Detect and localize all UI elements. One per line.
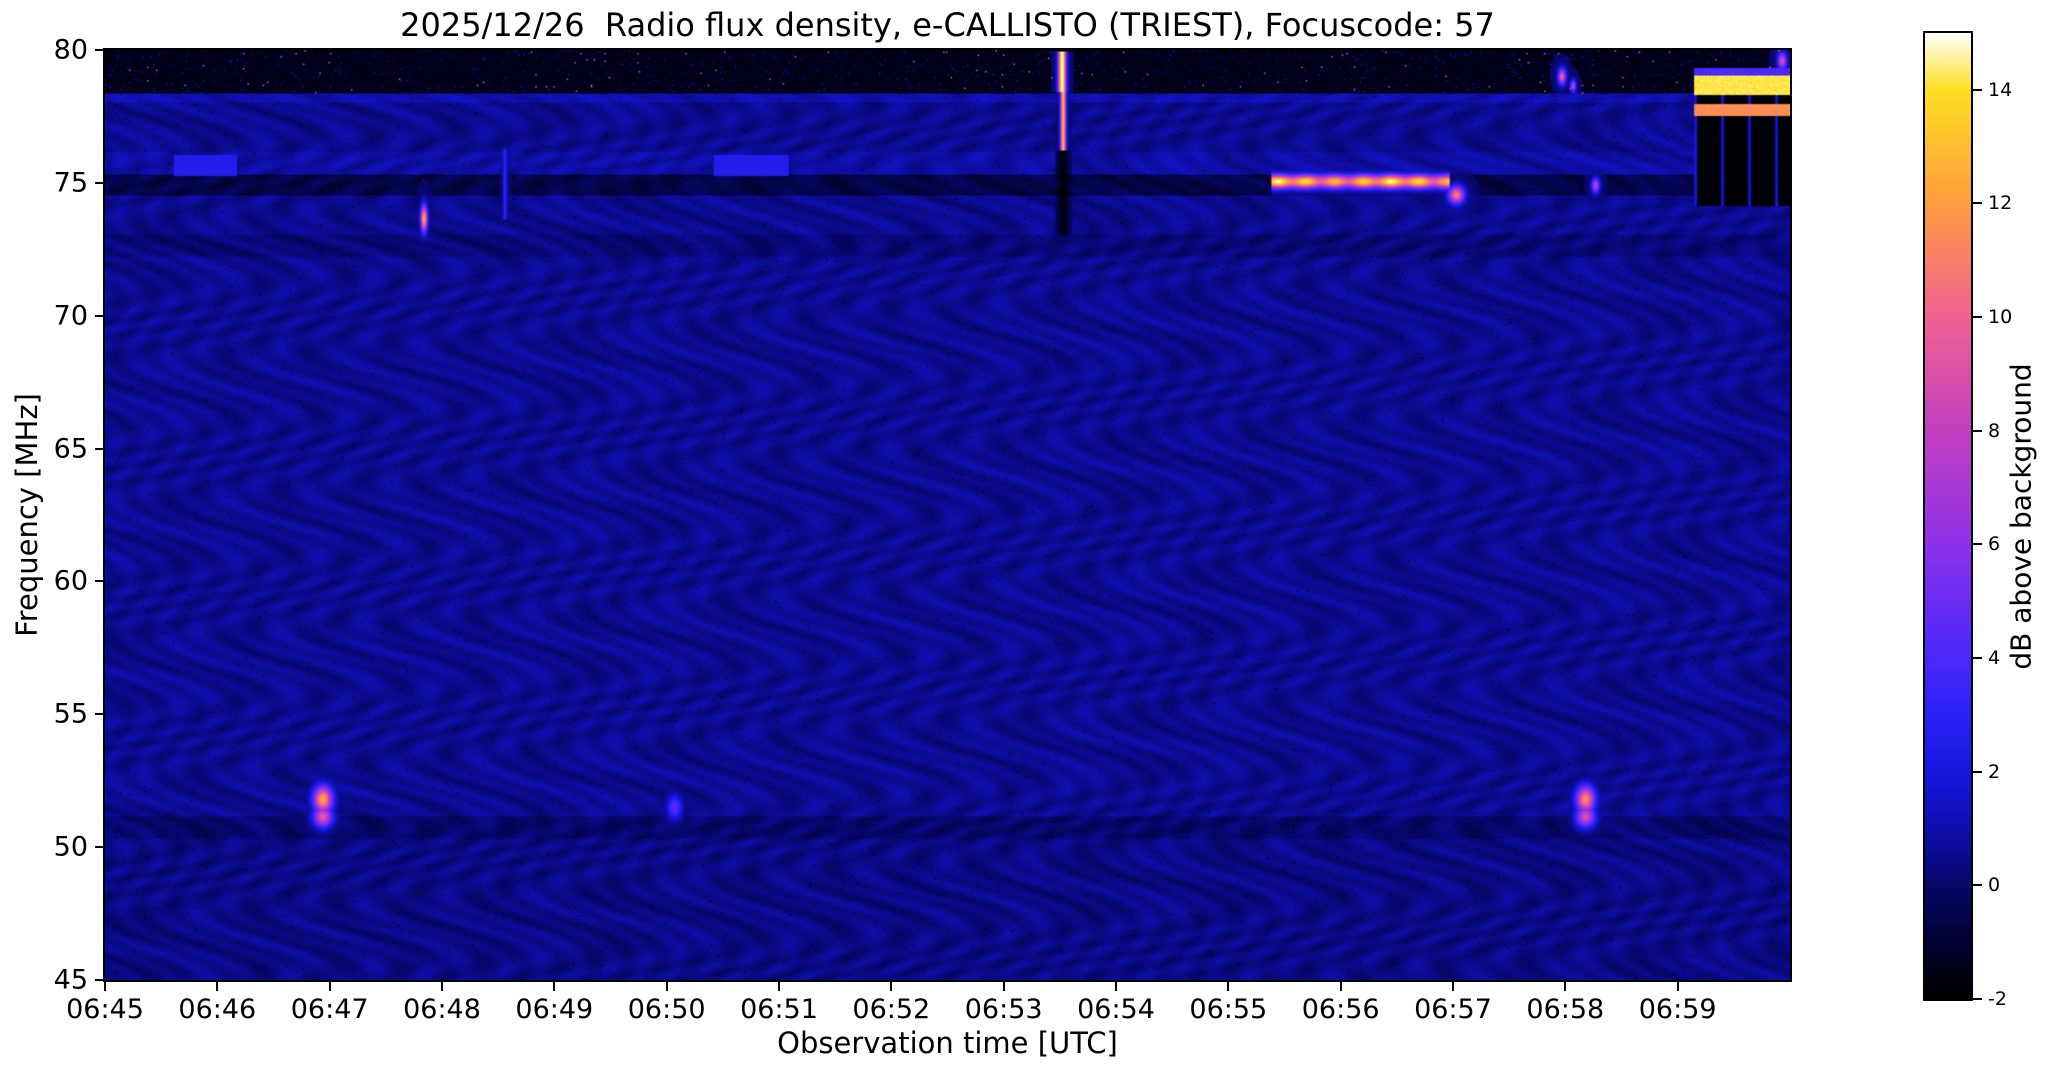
x-tick-mark (1339, 982, 1342, 991)
x-axis-label: Observation time [UTC] (777, 1026, 1118, 1060)
x-tick-label: 06:58 (1526, 994, 1605, 1025)
x-tick-mark (778, 982, 780, 991)
y-tick-mark (95, 713, 104, 716)
y-tick-mark (95, 314, 104, 317)
colorbar-tick-mark (1973, 998, 1982, 1000)
x-tick-label: 06:56 (1301, 994, 1380, 1025)
x-tick-label: 06:54 (1077, 994, 1155, 1025)
x-tick-mark (890, 982, 893, 991)
colorbar-tick-label: -2 (1988, 988, 2007, 1010)
y-tick-mark (95, 846, 104, 849)
x-tick-mark (1564, 982, 1567, 991)
colorbar-tick-label: 4 (1988, 647, 2001, 670)
x-tick-mark (441, 982, 443, 991)
y-tick-label: 60 (53, 565, 88, 597)
colorbar-tick-mark (1973, 884, 1982, 887)
x-tick-label: 06:47 (290, 994, 369, 1025)
colorbar-tick-mark (1973, 543, 1982, 546)
x-tick-label: 06:50 (627, 994, 706, 1025)
y-tick-label: 55 (53, 698, 88, 730)
x-tick-mark (1452, 982, 1454, 991)
x-tick-mark (1676, 982, 1679, 991)
colorbar-tick-mark (1973, 202, 1982, 205)
x-tick-mark (1115, 982, 1117, 991)
colorbar-tick-label: 0 (1988, 874, 2001, 897)
y-tick-label: 80 (53, 34, 88, 66)
x-tick-label: 06:49 (515, 994, 594, 1025)
y-tick-mark (95, 181, 104, 184)
x-tick-mark (328, 982, 331, 991)
x-tick-label: 06:55 (1189, 994, 1268, 1025)
y-tick-label: 65 (53, 433, 88, 465)
x-tick-label: 06:46 (178, 994, 257, 1025)
colorbar-label: dB above background (2004, 363, 2038, 670)
spectrogram-heatmap (105, 50, 1790, 980)
y-tick-mark (95, 49, 104, 51)
y-tick-label: 75 (53, 167, 88, 199)
y-tick-label: 70 (53, 300, 88, 332)
y-axis-label: Frequency [MHz] (10, 393, 44, 637)
colorbar-tick-mark (1973, 770, 1982, 773)
colorbar-tick-label: 12 (1988, 192, 2013, 215)
colorbar-tick-label: 8 (1988, 419, 2001, 442)
y-tick-mark (95, 979, 104, 981)
y-tick-label: 45 (53, 964, 88, 996)
colorbar-tick-mark (1973, 657, 1982, 660)
y-tick-label: 50 (53, 831, 88, 863)
x-tick-label: 06:52 (852, 994, 931, 1025)
colorbar-tick-label: 14 (1988, 78, 2013, 101)
colorbar-tick-label: 10 (1988, 306, 2013, 329)
x-tick-mark (1227, 982, 1230, 991)
colorbar-tick-label: 6 (1988, 533, 2001, 556)
colorbar-tick-mark (1973, 316, 1982, 319)
x-tick-label: 06:59 (1638, 994, 1717, 1025)
y-tick-mark (95, 447, 104, 450)
x-tick-mark (1002, 982, 1005, 991)
x-tick-label: 06:45 (66, 994, 144, 1025)
y-tick-mark (95, 580, 104, 583)
x-tick-label: 06:51 (740, 994, 818, 1025)
x-tick-label: 06:53 (964, 994, 1043, 1025)
x-tick-label: 06:48 (403, 994, 481, 1025)
x-tick-mark (553, 982, 556, 991)
x-tick-mark (104, 982, 106, 991)
x-tick-label: 06:57 (1414, 994, 1492, 1025)
colorbar-tick-label: 2 (1988, 760, 2001, 783)
x-tick-mark (665, 982, 668, 991)
x-tick-mark (216, 982, 219, 991)
colorbar-tick-mark (1973, 429, 1982, 432)
colorbar (1925, 33, 1971, 999)
colorbar-tick-mark (1973, 88, 1982, 91)
plot-title: 2025/12/26 Radio flux density, e-CALLIST… (400, 6, 1495, 44)
